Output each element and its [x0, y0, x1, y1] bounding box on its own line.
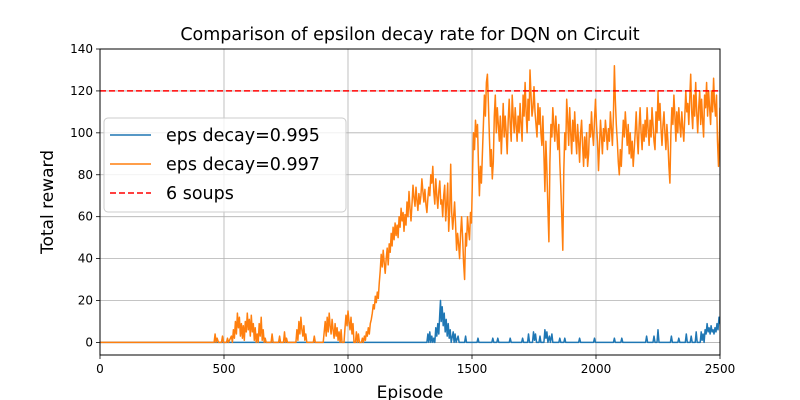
y-tick-label: 140	[70, 42, 93, 56]
legend-label-1: eps decay=0.997	[166, 155, 320, 175]
series-line-0	[100, 299, 720, 344]
chart-title: Comparison of epsilon decay rate for DQN…	[180, 25, 639, 45]
series-line-1	[100, 65, 720, 344]
legend-label-2: 6 soups	[166, 184, 234, 204]
axis-ticks: 0 500 1000 1500 2000 2500 0 20 40 60 80 100 120 140	[70, 42, 735, 376]
y-tick-label: 40	[78, 252, 93, 266]
y-tick-label: 120	[70, 84, 93, 98]
series-group	[100, 65, 720, 344]
y-axis-label: Total reward	[38, 150, 58, 255]
plot-frame	[99, 48, 721, 356]
y-tick-label: 60	[78, 210, 93, 224]
legend: eps decay=0.995 eps decay=0.997 6 soups	[103, 117, 347, 213]
y-tick-label: 80	[78, 168, 93, 182]
x-tick-label: 500	[213, 362, 236, 376]
y-tick-label: 0	[85, 335, 93, 349]
x-axis-label: Episode	[377, 383, 444, 400]
x-tick-label: 1500	[457, 362, 488, 376]
x-tick-label: 2000	[581, 362, 612, 376]
y-tick-label: 100	[70, 126, 93, 140]
x-tick-label: 0	[96, 362, 104, 376]
y-tick-label: 20	[78, 294, 93, 308]
x-tick-label: 2500	[705, 362, 736, 376]
legend-box	[103, 117, 347, 213]
x-tick-label: 1000	[333, 362, 364, 376]
legend-label-0: eps decay=0.995	[166, 126, 320, 146]
